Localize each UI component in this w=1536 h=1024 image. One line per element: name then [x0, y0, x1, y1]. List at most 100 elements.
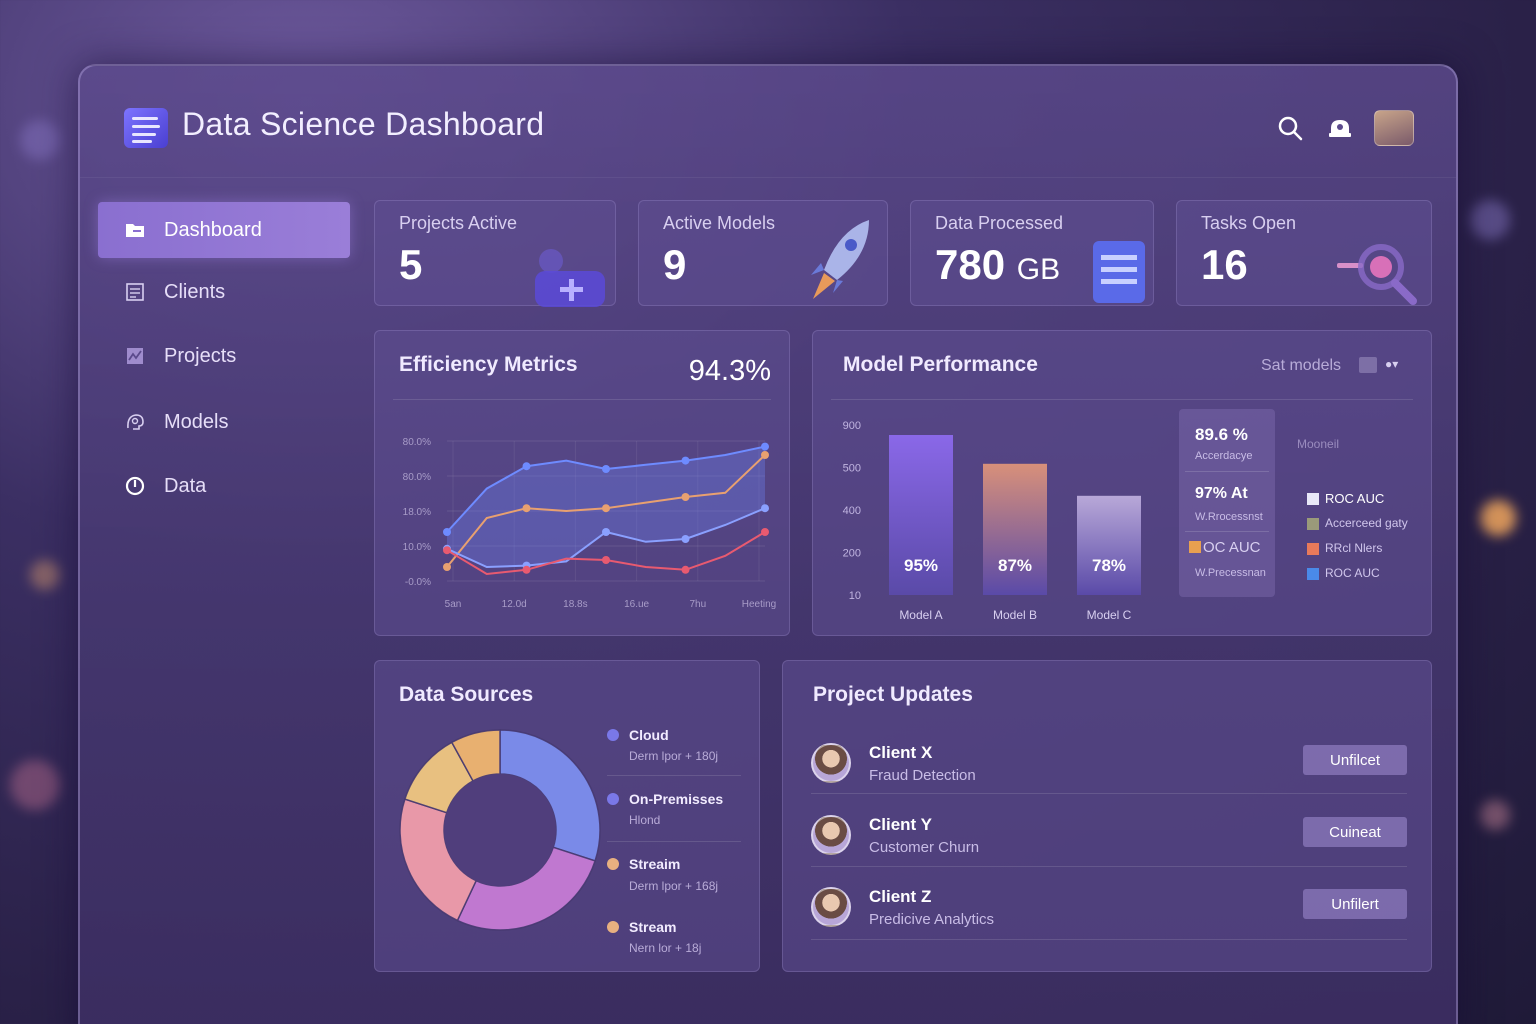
data-point: [761, 504, 769, 513]
legend-swatch: [1307, 493, 1319, 505]
legend-header: Mooneil: [1297, 437, 1340, 451]
sidebar: Dashboard Clients Projects Models: [80, 178, 350, 1024]
legend-swatch: [1307, 518, 1319, 530]
list-item[interactable]: Client Y Customer Churn Cuineat: [811, 809, 1407, 877]
stat-value: 9: [663, 241, 687, 288]
sidebar-item-projects[interactable]: Projects: [98, 328, 350, 384]
stat-label: Projects Active: [399, 213, 518, 233]
bar: [1077, 495, 1141, 595]
metric-value: 89.6 %: [1195, 425, 1248, 444]
sidebar-item-label: Models: [164, 410, 229, 433]
logo-icon: [124, 108, 168, 148]
data-point: [443, 563, 451, 571]
y-tick-label: 80.0%: [403, 437, 431, 448]
divider: [831, 399, 1413, 400]
client-name: Client Z: [869, 887, 932, 906]
sidebar-item-dashboard[interactable]: Dashboard: [98, 202, 350, 258]
metrics-column: 89.6 % Accerdacye 97% At W.Rrocessnst OC…: [1179, 409, 1275, 597]
status-button[interactable]: Cuineat: [1303, 817, 1407, 847]
legend-label: ROC AUC: [1325, 566, 1380, 580]
model-selector-label[interactable]: Sat models: [1261, 357, 1342, 374]
data-point: [681, 535, 690, 543]
data-point: [761, 451, 769, 459]
data-icon: [125, 476, 145, 496]
legend-dot: [607, 793, 619, 805]
document-icon: [1093, 241, 1145, 303]
legend-name: On-Premisses: [629, 791, 724, 807]
model-performance-panel: Model Performance Sat models ●▾ 900 500 40…: [812, 330, 1432, 636]
search-icon[interactable]: [1276, 114, 1304, 142]
data-point: [681, 456, 690, 465]
list-item[interactable]: Client Z Predicive Analytics Unfilert: [811, 881, 1407, 949]
project-name: Customer Churn: [869, 839, 980, 856]
user-avatar[interactable]: [1374, 110, 1414, 146]
projects-icon: [127, 348, 143, 364]
y-tick-label: 200: [843, 548, 861, 560]
stat-card-tasks[interactable]: Tasks Open 16: [1176, 200, 1432, 306]
status-button[interactable]: Unfilcet: [1303, 745, 1407, 775]
sidebar-item-clients[interactable]: Clients: [98, 264, 350, 320]
model-performance-bar-chart: 900 500 400 200 10 95% Model A 87% Model B 78% Mod…: [843, 420, 1141, 622]
stat-value: 780 GB: [935, 241, 1061, 288]
sidebar-item-data[interactable]: Data: [98, 458, 350, 514]
project-updates-panel: Project Updates Client X Fraud Detection…: [782, 660, 1432, 972]
legend-label: RRcl Nlers: [1325, 541, 1383, 555]
chevron-down-icon[interactable]: ●▾: [1385, 357, 1399, 371]
legend-label: Accerceed gaty: [1325, 516, 1408, 530]
sidebar-item-label: Projects: [164, 344, 237, 367]
model-selector-swatch[interactable]: [1359, 357, 1377, 373]
data-sources-panel: Data Sources Cloud Derm lpor + 180j On-P…: [374, 660, 760, 972]
x-tick-label: 16.ue: [624, 599, 649, 610]
x-tick-label: 7hu: [689, 599, 706, 610]
sidebar-item-models[interactable]: Models: [98, 394, 350, 450]
data-point: [522, 462, 531, 471]
legend-sub: Derm lpor + 180j: [629, 749, 719, 763]
stat-card-projects[interactable]: Projects Active 5: [374, 200, 616, 307]
x-tick-label: Heeting: [742, 599, 776, 610]
legend-sub: Nern lor + 18j: [629, 941, 702, 955]
metric-sub: W.Rrocessnst: [1195, 511, 1263, 523]
category-label: Model A: [899, 608, 942, 622]
data-point: [602, 528, 610, 536]
category-label: Model C: [1087, 608, 1132, 622]
task-search-icon: [1337, 244, 1417, 305]
stat-label: Data Processed: [935, 213, 1064, 233]
metric-sub: Accerdacye: [1195, 450, 1253, 462]
legend-name: Streaim: [629, 856, 681, 872]
header: Data Science Dashboard: [80, 66, 1456, 178]
sidebar-item-label: Clients: [164, 280, 226, 303]
legend-name: Cloud: [629, 727, 669, 743]
bar: [889, 435, 953, 595]
stat-label: Tasks Open: [1201, 213, 1297, 233]
legend-dot: [607, 921, 619, 933]
divider: [393, 399, 771, 400]
status-button[interactable]: Unfilert: [1303, 889, 1407, 919]
data-point: [761, 442, 769, 451]
legend-swatch: [1307, 543, 1319, 555]
y-tick-label: -0.0%: [405, 577, 431, 588]
client-name: Client Y: [869, 815, 932, 834]
bar-value-label: 95%: [904, 556, 938, 575]
bar: [983, 463, 1047, 595]
list-item[interactable]: Client X Fraud Detection Unfilcet: [811, 737, 1407, 805]
stat-card-models[interactable]: Active Models 9: [638, 200, 888, 306]
y-tick-label: 900: [843, 420, 861, 432]
metric-sub: W.Precessnan: [1195, 567, 1266, 579]
avatar: [811, 887, 851, 927]
panel-title: Project Updates: [813, 683, 973, 706]
legend-swatch: [1307, 568, 1319, 580]
notification-icon[interactable]: [1326, 114, 1354, 142]
stat-label: Active Models: [663, 213, 776, 233]
page-title: Data Science Dashboard: [182, 106, 545, 142]
efficiency-value: 94.3%: [688, 355, 771, 387]
y-tick-label: 500: [843, 463, 861, 475]
legend-sub: Hlond: [629, 813, 661, 827]
stat-card-data[interactable]: Data Processed 780 GB: [910, 200, 1154, 306]
project-add-icon: [535, 249, 605, 307]
stat-value: 16: [1201, 241, 1248, 288]
folder-icon: [126, 224, 144, 237]
efficiency-line-chart: 80.0% 80.0% 18.0% 10.0% -0.0% 5an 12.0d 18.8s 16…: [403, 437, 777, 610]
dashboard-window: Data Science Dashboard Dashboard: [78, 64, 1458, 1024]
data-point: [602, 556, 610, 564]
data-point: [681, 565, 690, 574]
